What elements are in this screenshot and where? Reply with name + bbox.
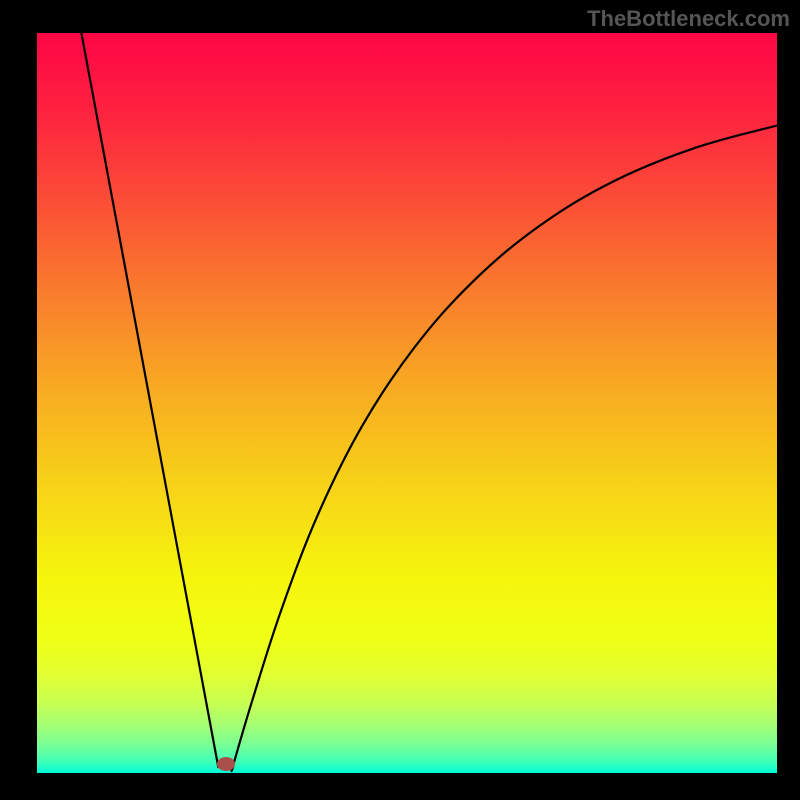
watermark-text: TheBottleneck.com — [587, 6, 790, 32]
curve-svg — [37, 33, 777, 773]
bottleneck-curve — [81, 33, 777, 771]
optimum-marker — [217, 757, 235, 771]
plot-area — [37, 33, 777, 773]
